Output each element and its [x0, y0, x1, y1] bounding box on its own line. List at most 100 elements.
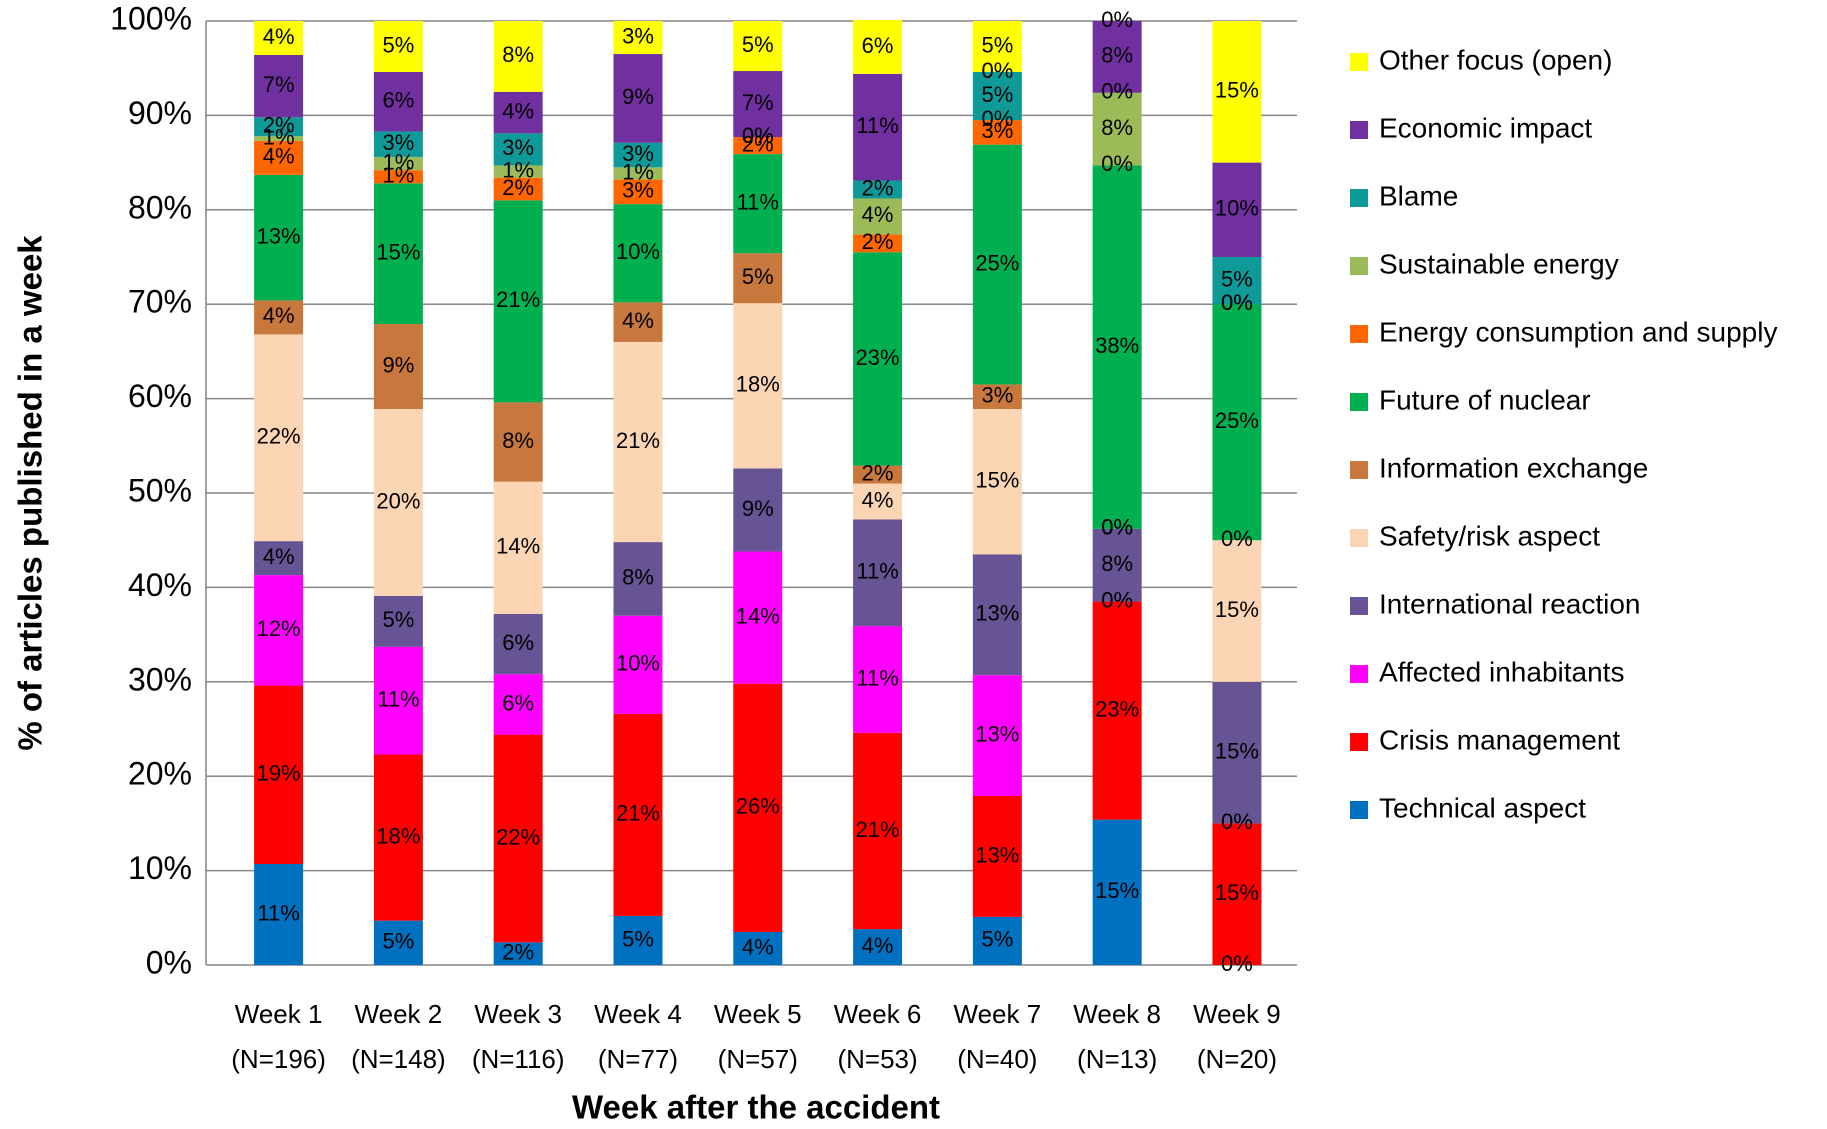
data-label: 11% [377, 686, 419, 711]
data-label: 12% [257, 616, 301, 641]
bar-segment [972, 384, 1022, 409]
y-tick-label: 70% [128, 284, 192, 320]
bar-segment [613, 54, 663, 143]
bar-segment [373, 131, 423, 157]
data-label: 14% [496, 534, 540, 559]
bar-segment [254, 21, 304, 55]
data-label: 15% [1095, 878, 1139, 903]
bar-segment [254, 575, 304, 686]
bar-segment [493, 133, 543, 166]
data-label: 4% [263, 144, 295, 169]
bar-segment [613, 302, 663, 342]
data-label: 4% [742, 934, 774, 959]
data-label: 7% [742, 90, 774, 115]
bar-segment [254, 54, 304, 118]
legend-swatch [1350, 529, 1368, 547]
data-label: 5% [742, 264, 774, 289]
data-label: 1% [382, 149, 414, 174]
data-label: 6% [502, 630, 534, 655]
bar-segment [613, 341, 663, 543]
data-label: 8% [622, 565, 654, 590]
bar-segment [972, 144, 1022, 385]
bar-segment [853, 180, 903, 199]
y-axis-title: % of articles published in a week [12, 235, 49, 751]
legend-label: Future of nuclear [1379, 384, 1591, 415]
legend-label: Blame [1379, 180, 1458, 211]
x-tick-label: Week 3 [474, 999, 562, 1029]
bar-segment [373, 595, 423, 647]
data-label: 3% [382, 130, 414, 155]
bar-segment [254, 136, 304, 141]
data-label: 38% [1095, 333, 1139, 358]
data-label: 8% [502, 42, 534, 67]
bar-segment [613, 142, 663, 168]
data-label: 5% [382, 929, 414, 954]
data-label: 4% [263, 303, 295, 328]
bar-segment [613, 542, 663, 616]
data-label: 4% [263, 544, 295, 569]
bar-segment [853, 198, 903, 235]
data-label: 7% [263, 72, 295, 97]
data-label: 18% [376, 823, 420, 848]
data-label: 0% [1221, 290, 1253, 315]
legend-swatch [1350, 121, 1368, 139]
legend-label: Crisis management [1379, 724, 1620, 755]
bar-segment [373, 920, 423, 965]
legend-swatch [1350, 461, 1368, 479]
bar-segment [493, 402, 543, 482]
data-label: 15% [1215, 880, 1259, 905]
bar-segment [972, 916, 1022, 965]
data-label: 25% [1215, 408, 1259, 433]
data-label: 15% [1215, 597, 1259, 622]
y-tick-label: 40% [128, 567, 192, 603]
x-tick-label: (N=13) [1077, 1044, 1157, 1074]
x-tick-label: Week 6 [834, 999, 922, 1029]
bar-segment [373, 408, 423, 596]
bar-segment [1212, 21, 1262, 163]
data-label: 9% [742, 496, 774, 521]
data-label: 8% [1101, 43, 1133, 68]
bar-segment [373, 183, 423, 325]
legend-swatch [1350, 189, 1368, 207]
bar-segment [373, 754, 423, 921]
y-tick-label: 100% [110, 0, 192, 36]
bar-segment [613, 915, 663, 965]
data-label: 1% [622, 159, 654, 184]
y-tick-label: 20% [128, 756, 192, 792]
bar-segment [1092, 92, 1142, 166]
data-label: 9% [622, 84, 654, 109]
data-label: 0% [1101, 515, 1133, 540]
bar-segment [1212, 681, 1262, 824]
bar-segment [613, 204, 663, 303]
data-label: 0% [1221, 951, 1253, 976]
data-label: 3% [622, 141, 654, 166]
bar-segment [613, 615, 663, 714]
bar-segment [972, 408, 1022, 555]
data-label: 8% [1101, 551, 1133, 576]
x-tick-label: Week 4 [594, 999, 682, 1029]
data-label: 11% [856, 665, 898, 690]
legend-label: International reaction [1379, 588, 1641, 619]
data-label: 4% [862, 487, 894, 512]
bar-segment [1092, 528, 1142, 602]
y-tick-label: 50% [128, 472, 192, 508]
bar-segment [733, 71, 783, 138]
bar-segment [254, 541, 304, 576]
data-label: 13% [975, 601, 1019, 626]
y-tick-label: 80% [128, 189, 192, 225]
legend-swatch [1350, 325, 1368, 343]
legend-label: Safety/risk aspect [1379, 520, 1600, 551]
data-label: 13% [975, 721, 1019, 746]
bar-segment [373, 71, 423, 132]
bar-segment [254, 174, 304, 301]
data-label: 25% [975, 250, 1019, 275]
data-label: 5% [622, 926, 654, 951]
bar-segment [972, 554, 1022, 676]
bar-segment [1212, 162, 1262, 257]
bar-segment [733, 303, 783, 469]
bar-segment [972, 675, 1022, 797]
data-label: 2% [742, 131, 774, 156]
data-label: 4% [862, 202, 894, 227]
legend-label: Affected inhabitants [1379, 656, 1624, 687]
data-label: 21% [616, 801, 660, 826]
